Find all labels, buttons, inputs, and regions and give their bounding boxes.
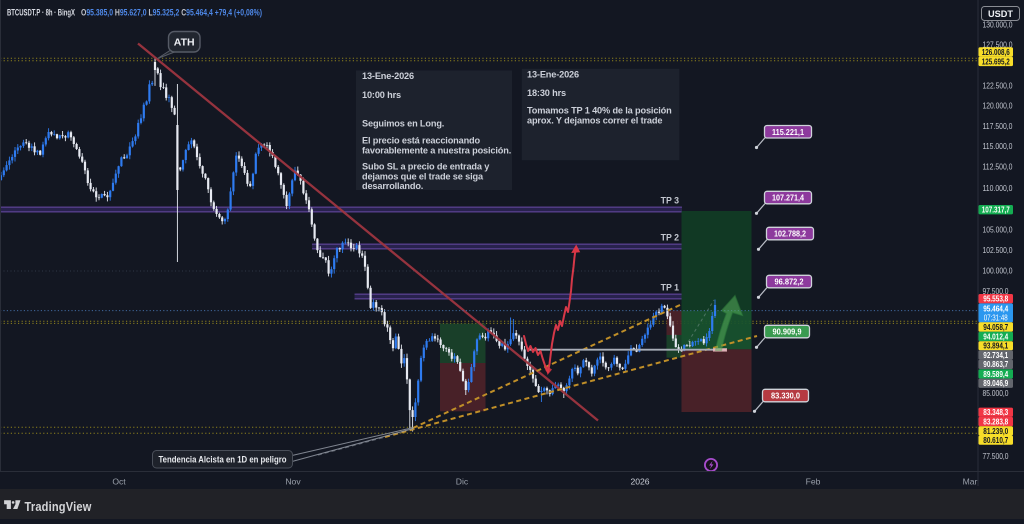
svg-text:10:00 hrs: 10:00 hrs — [362, 90, 401, 100]
svg-text:TP 1: TP 1 — [661, 283, 680, 293]
svg-text:130.000,0: 130.000,0 — [983, 20, 1014, 29]
svg-text:77.500,0: 77.500,0 — [983, 452, 1010, 461]
svg-text:Subo SL a precio de entrada y: Subo SL a precio de entrada y — [362, 162, 490, 172]
svg-text:TradingView: TradingView — [25, 499, 93, 514]
svg-text:127.500,0: 127.500,0 — [983, 40, 1014, 49]
svg-text:105.000,0: 105.000,0 — [983, 225, 1014, 234]
svg-text:Oct: Oct — [112, 477, 126, 487]
svg-text:desarrollando.: desarrollando. — [362, 181, 423, 191]
svg-text:Tendencia Alcista en 1D en pel: Tendencia Alcista en 1D en peligro — [159, 454, 288, 464]
svg-text:83.283,8: 83.283,8 — [983, 417, 1008, 426]
svg-text:USDT: USDT — [988, 9, 1013, 19]
svg-text:13-Ene-2026: 13-Ene-2026 — [362, 71, 414, 81]
svg-text:85.000,0: 85.000,0 — [983, 389, 1010, 398]
svg-text:115.221,1: 115.221,1 — [772, 127, 804, 137]
svg-text:Seguimos en Long.: Seguimos en Long. — [362, 119, 444, 129]
svg-text:94.012,4: 94.012,4 — [983, 332, 1008, 341]
svg-text:120.000,0: 120.000,0 — [983, 101, 1014, 110]
svg-text:125.695,2: 125.695,2 — [982, 57, 1010, 66]
svg-text:110.000,0: 110.000,0 — [983, 184, 1014, 193]
svg-text:95.553,8: 95.553,8 — [983, 295, 1008, 304]
svg-text:96.872,2: 96.872,2 — [775, 277, 804, 287]
svg-text:favorablemente a nuestra posic: favorablemente a nuestra posición. — [362, 145, 511, 155]
svg-text:81.239,0: 81.239,0 — [983, 427, 1008, 436]
svg-text:2026: 2026 — [630, 477, 649, 487]
svg-text:94.058,7: 94.058,7 — [983, 323, 1008, 332]
svg-text:83.348,3: 83.348,3 — [983, 408, 1008, 417]
svg-text:ATH: ATH — [174, 37, 195, 49]
svg-text:93.894,1: 93.894,1 — [983, 342, 1008, 351]
svg-text:Tomamos TP 1 40% de la posició: Tomamos TP 1 40% de la posición — [527, 106, 672, 116]
svg-text:126.008,6: 126.008,6 — [982, 48, 1010, 57]
svg-text:TP 3: TP 3 — [661, 196, 680, 206]
svg-text:92.734,1: 92.734,1 — [983, 351, 1008, 360]
svg-text:97.500,0: 97.500,0 — [983, 287, 1010, 296]
svg-text:112.500,0: 112.500,0 — [983, 162, 1014, 171]
svg-text:107.271,4: 107.271,4 — [772, 193, 804, 203]
svg-text:95.464,4: 95.464,4 — [983, 304, 1008, 313]
svg-text:TP 2: TP 2 — [661, 233, 680, 243]
svg-text:BTCUSDT.P · 8h · BingX: BTCUSDT.P · 8h · BingX — [7, 8, 75, 18]
svg-text:Dic: Dic — [456, 477, 469, 487]
svg-text:Nov: Nov — [285, 477, 301, 487]
svg-text:117.500,0: 117.500,0 — [983, 122, 1014, 131]
svg-text:13-Ene-2026: 13-Ene-2026 — [527, 69, 579, 79]
svg-text:122.500,0: 122.500,0 — [983, 81, 1014, 90]
svg-text:90.909,9: 90.909,9 — [773, 327, 802, 337]
svg-text:dejamos que el trade se siga: dejamos que el trade se siga — [362, 171, 484, 181]
svg-text:107.317,7: 107.317,7 — [982, 206, 1010, 215]
svg-text:07:31:48: 07:31:48 — [984, 313, 1008, 322]
svg-text:80.610,7: 80.610,7 — [983, 436, 1008, 445]
svg-text:115.000,0: 115.000,0 — [983, 142, 1014, 151]
svg-text:aprox. Y dejamos correr el tra: aprox. Y dejamos correr el trade — [527, 115, 662, 125]
svg-text:O95.385,0 H95.627,0 L95.325,2: O95.385,0 H95.627,0 L95.325,2 C95.464,4 … — [81, 8, 262, 18]
svg-text:18:30 hrs: 18:30 hrs — [527, 88, 566, 98]
svg-text:89.589,4: 89.589,4 — [983, 370, 1008, 379]
svg-text:90.863,7: 90.863,7 — [983, 360, 1008, 369]
svg-text:100.000,0: 100.000,0 — [983, 266, 1014, 275]
svg-text:102.788,2: 102.788,2 — [774, 229, 806, 239]
svg-text:El precio está reaccionando: El precio está reaccionando — [362, 136, 481, 146]
svg-text:89.046,9: 89.046,9 — [983, 379, 1008, 388]
svg-text:Mar: Mar — [963, 477, 978, 487]
svg-text:83.330,0: 83.330,0 — [771, 391, 800, 401]
svg-text:Feb: Feb — [806, 477, 821, 487]
svg-text:102.500,0: 102.500,0 — [983, 246, 1014, 255]
